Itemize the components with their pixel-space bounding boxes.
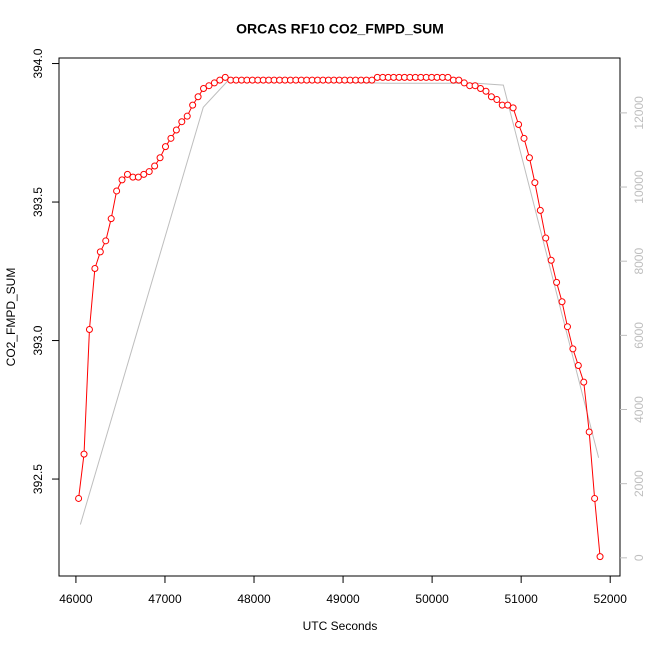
data-point [471, 82, 479, 90]
data-point [580, 378, 588, 386]
y2-tick-label: 8000 [632, 248, 646, 275]
y-tick-label: 394.0 [31, 48, 45, 78]
x-tick-label: 48000 [237, 592, 271, 606]
data-point [123, 170, 131, 178]
data-point [145, 168, 153, 176]
data-point [455, 76, 463, 84]
data-point [189, 101, 197, 109]
y2-tick-label: 0 [632, 554, 646, 561]
y-axis-label: CO2_FMPD_SUM [4, 268, 18, 367]
data-point [172, 126, 180, 134]
data-point [585, 428, 593, 436]
data-point [444, 73, 452, 81]
chart-title: ORCAS RF10 CO2_FMPD_SUM [236, 21, 444, 37]
data-point [477, 84, 485, 92]
x-tick-label: 52000 [594, 592, 628, 606]
data-point [591, 494, 599, 502]
data-point [553, 278, 561, 286]
data-point [531, 179, 539, 187]
data-point [216, 76, 224, 84]
data-point [118, 176, 126, 184]
y-tick-label: 393.5 [31, 187, 45, 217]
data-point [140, 170, 148, 178]
data-point [509, 104, 517, 112]
data-point [542, 234, 550, 242]
x-tick-label: 46000 [59, 592, 93, 606]
y2-tick-label: 12000 [632, 96, 646, 130]
data-point [493, 96, 501, 104]
data-point [596, 553, 604, 561]
data-point [183, 112, 191, 120]
data-point [134, 173, 142, 181]
data-point [107, 215, 115, 223]
data-point [569, 345, 577, 353]
data-point [162, 143, 170, 151]
data-point [504, 101, 512, 109]
data-point [113, 187, 121, 195]
plot-frame [58, 57, 621, 577]
y2-tick-label: 4000 [632, 396, 646, 423]
data-point [156, 154, 164, 162]
data-point [574, 361, 582, 369]
data-point [547, 256, 555, 264]
data-point [205, 82, 213, 90]
data-point [210, 79, 218, 87]
data-point [96, 248, 104, 256]
y2-tick-label: 6000 [632, 322, 646, 349]
data-point [194, 93, 202, 101]
data-point [487, 93, 495, 101]
data-point [102, 237, 110, 245]
data-point [85, 325, 93, 333]
data-point [563, 323, 571, 331]
data-point [75, 494, 83, 502]
data-point [80, 450, 88, 458]
x-tick-label: 51000 [504, 592, 538, 606]
data-point [200, 84, 208, 92]
data-point [151, 162, 159, 170]
data-point [520, 134, 528, 142]
data-point [525, 154, 533, 162]
x-axis-label: UTC Seconds [303, 619, 378, 633]
data-point [482, 87, 490, 95]
data-point [368, 76, 376, 84]
y-tick-label: 393.0 [31, 325, 45, 355]
data-point [178, 118, 186, 126]
x-tick-label: 49000 [326, 592, 360, 606]
data-point [91, 265, 99, 273]
y2-tick-label: 2000 [632, 470, 646, 497]
data-point [515, 120, 523, 128]
y-tick-label: 392.5 [31, 464, 45, 494]
x-tick-label: 47000 [148, 592, 182, 606]
data-point [221, 73, 229, 81]
data-point [536, 206, 544, 214]
data-point [167, 134, 175, 142]
data-point [558, 298, 566, 306]
data-point [460, 79, 468, 87]
y2-tick-label: 10000 [632, 170, 646, 204]
x-tick-label: 50000 [415, 592, 449, 606]
